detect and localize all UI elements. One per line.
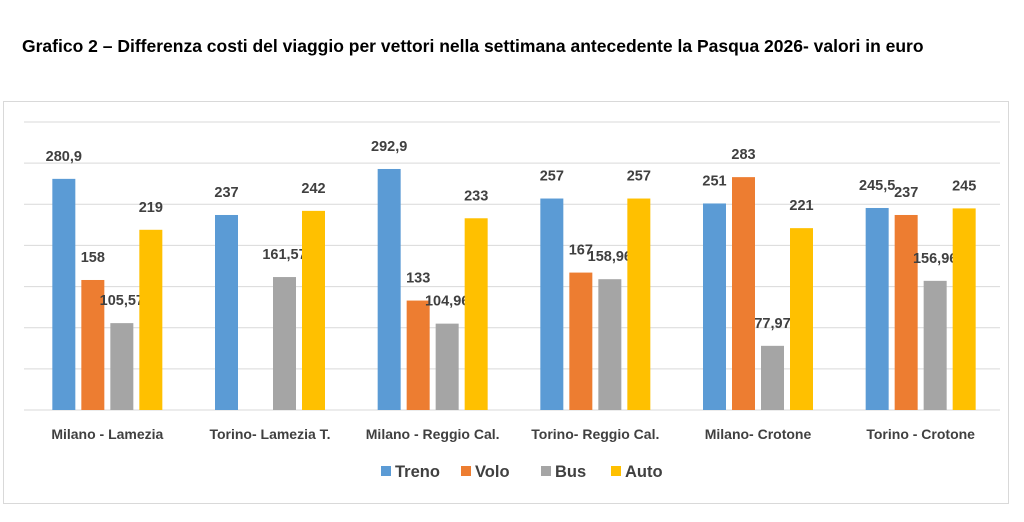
legend-swatch-auto [611,466,621,476]
legend-label: Auto [625,463,663,481]
category-label: Torino - Crotone [866,426,975,442]
legend-label: Treno [395,463,440,481]
data-label: 158 [81,250,105,266]
data-label: 237 [214,185,238,201]
data-label: 245 [952,178,976,194]
bar-bus [435,323,459,410]
bar-volo [81,279,105,410]
data-label: 245,5 [859,178,895,194]
bar-treno [540,198,564,410]
bar-treno [215,214,238,410]
bar-auto [139,229,163,410]
bar-auto [627,198,651,410]
legend-label: Bus [555,463,586,481]
bar-bus [761,345,784,410]
category-label: Milano - Lamezia [51,426,163,442]
data-label: 156,96 [913,251,957,267]
data-label: 221 [789,198,813,214]
bar-volo [569,272,593,410]
bar-auto [790,228,813,410]
data-label: 219 [139,200,163,216]
data-label: 167 [569,243,593,259]
data-label: 280,9 [46,149,82,165]
bar-treno [703,203,726,410]
legend-swatch-volo [461,466,471,476]
bar-treno [377,168,401,410]
legend-label: Volo [475,463,510,481]
data-label: 292,9 [371,139,407,155]
data-label: 283 [731,147,755,163]
data-label: 251 [702,173,726,189]
bar-bus [273,277,296,410]
bar-bus [923,280,947,410]
category-label: Torino- Lamezia T. [209,426,330,442]
data-label: 133 [406,271,430,287]
data-label: 158,96 [588,249,632,265]
data-label: 105,57 [100,293,144,309]
bar-bus [110,323,134,410]
bar-auto [952,208,976,410]
data-label: 233 [464,188,488,204]
bar-volo [894,214,918,410]
data-label: 257 [540,169,564,185]
bar-auto [302,210,325,410]
data-label: 237 [894,185,918,201]
category-label: Milano- Crotone [705,426,812,442]
bar-volo [732,177,755,410]
chart-title: Grafico 2 – Differenza costi del viaggio… [22,36,924,56]
legend-swatch-bus [541,466,551,476]
bar-treno [865,207,889,410]
category-label: Torino- Reggio Cal. [531,426,659,442]
chart-frame [3,101,1009,504]
data-label: 161,57 [262,247,306,263]
bar-bus [598,279,622,410]
category-label: Milano - Reggio Cal. [366,426,500,442]
data-label: 257 [627,169,651,185]
legend-swatch-treno [381,466,391,476]
bar-treno [52,178,76,410]
bar-volo [406,300,430,410]
data-label: 242 [301,181,325,197]
bar-auto [464,218,488,410]
data-label: 77,97 [754,316,790,332]
data-label: 104,96 [425,294,469,310]
